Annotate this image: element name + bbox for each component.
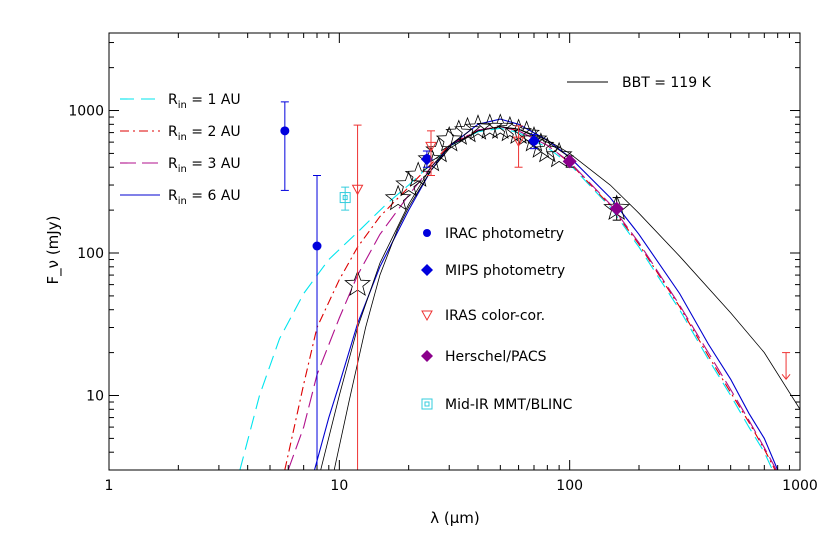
star-marker bbox=[486, 113, 514, 139]
iras-point bbox=[425, 141, 437, 153]
x-tick-label: 1000 bbox=[782, 478, 818, 494]
pacs-point bbox=[562, 154, 577, 169]
star-marker bbox=[445, 119, 473, 145]
y-tick-label: 100 bbox=[77, 246, 104, 262]
legend-marker-pacs bbox=[421, 350, 433, 362]
legend-marker-mips bbox=[421, 264, 433, 276]
bbt-legend-label: BBT = 119 K bbox=[622, 75, 712, 91]
star-marker bbox=[384, 184, 412, 211]
legend-marker-mmt-inner bbox=[424, 401, 430, 407]
star-marker bbox=[435, 125, 463, 152]
curve-bbt bbox=[320, 126, 800, 470]
y-tick-label: 10 bbox=[86, 388, 104, 404]
mmt-point-inner bbox=[342, 195, 348, 201]
x-tick-label: 100 bbox=[556, 478, 583, 494]
legend-label-rin6: Rin = 6 AU bbox=[168, 188, 241, 207]
irac-point bbox=[312, 241, 322, 251]
iras-upper-limit-arrow bbox=[781, 373, 791, 381]
legend-label-rin1: Rin = 1 AU bbox=[168, 92, 241, 111]
iras-point bbox=[351, 184, 364, 196]
legend-label-main: R bbox=[168, 188, 178, 204]
legend-marker-iras bbox=[421, 310, 433, 322]
legend-label-sub: in bbox=[178, 100, 187, 111]
legend-label-mmt: Mid-IR MMT/BLINC bbox=[445, 397, 573, 413]
pacs-point bbox=[609, 201, 624, 216]
curve-rin2 bbox=[284, 126, 776, 470]
star-marker bbox=[454, 116, 481, 143]
legend-label-rin2: Rin = 2 AU bbox=[168, 124, 241, 143]
y-tick-label: 1000 bbox=[68, 104, 104, 120]
iras-point bbox=[512, 136, 525, 148]
legend-label-iras: IRAS color-cor. bbox=[445, 308, 545, 324]
legend-label-rin3: Rin = 3 AU bbox=[168, 156, 241, 175]
legend-label-sub: in bbox=[178, 132, 187, 143]
marker-legend: IRAC photometry MIPS photometry IRAS color… bbox=[421, 226, 573, 413]
bbt-legend: BBT = 119 K bbox=[567, 75, 712, 91]
axis-ticks: 1 10 100 1000 10 100 1000 bbox=[68, 33, 818, 494]
legend-label-sub: in bbox=[178, 164, 187, 175]
curve-rin1 bbox=[239, 127, 773, 470]
star-marker bbox=[545, 141, 573, 168]
legend-label-main: R bbox=[168, 92, 178, 108]
legend-label-irac: IRAC photometry bbox=[445, 226, 564, 242]
legend-label-rest: = 3 AU bbox=[187, 156, 241, 172]
star-marker bbox=[533, 136, 561, 163]
y-axis-label: F_ν (mJy) bbox=[44, 216, 63, 285]
legend-label-pacs: Herschel/PACS bbox=[445, 349, 547, 365]
irac-point bbox=[280, 126, 290, 136]
mmt-point bbox=[339, 192, 351, 204]
legend-label-rest: = 2 AU bbox=[187, 124, 241, 140]
legend-label-rest: = 6 AU bbox=[187, 188, 241, 204]
legend-label-main: R bbox=[168, 124, 178, 140]
x-tick-label: 10 bbox=[330, 478, 348, 494]
x-tick-label: 1 bbox=[105, 478, 114, 494]
plot-frame bbox=[108, 32, 801, 471]
curve-rin3 bbox=[287, 126, 777, 470]
mips-point bbox=[527, 134, 540, 147]
legend-label-main: R bbox=[168, 156, 178, 172]
star-marker bbox=[464, 114, 492, 140]
legend-label-sub: in bbox=[178, 196, 187, 207]
legend-marker-mmt bbox=[421, 398, 433, 410]
legend-label-rest: = 1 AU bbox=[187, 92, 241, 108]
data-points bbox=[280, 101, 791, 470]
curve-thin bbox=[333, 126, 570, 470]
star-marker bbox=[404, 161, 432, 187]
model-curves bbox=[239, 118, 800, 470]
x-axis-label: λ (μm) bbox=[430, 509, 480, 527]
curve-rin6 bbox=[313, 118, 779, 470]
star-marker bbox=[476, 113, 504, 139]
legend-label-mips: MIPS photometry bbox=[445, 263, 565, 279]
legend-marker-irac bbox=[423, 229, 431, 237]
mips-point bbox=[420, 153, 433, 166]
